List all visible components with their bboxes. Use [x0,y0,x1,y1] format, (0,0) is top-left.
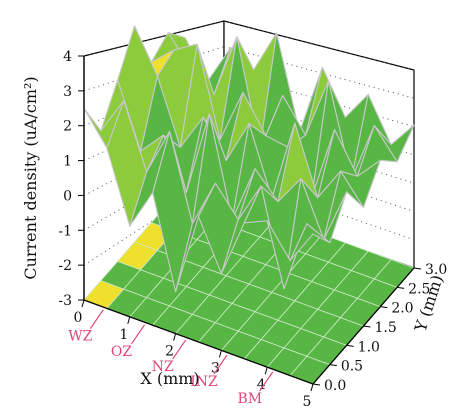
z-tick-label: -2 [58,258,72,274]
y-tick-label: 3.0 [425,262,447,278]
x-tick [264,367,268,375]
y-tick-label: 1.5 [375,320,397,336]
y-tick [346,344,354,347]
z-tick-label: -1 [58,223,72,239]
surface-patch [289,223,331,262]
zone-label: NZ [152,359,174,375]
y-tick-label: 2.0 [391,301,413,317]
y-tick-label: 0.0 [324,378,346,394]
x-tick [218,350,222,358]
zone-label: BM [237,391,262,407]
y-tick [413,267,422,270]
z-tick-label: 4 [63,49,72,65]
left-wall-gridline [83,20,225,57]
x-tick [81,299,85,308]
zone-label: OZ [111,344,132,360]
y-tick [380,306,388,309]
x-tick [173,333,177,341]
z-tick-label: 3 [63,84,72,100]
x-tick-label: 0 [74,310,83,326]
x-tick-label: 3 [211,360,220,376]
zone-leader-line [213,354,228,375]
z-tick-label: 0 [63,188,72,204]
z-tick-label: 1 [63,154,72,170]
z-axis-label: Current density (uA/cm²) [21,76,40,279]
zone-labels: WZ OZ NZ INZ BM [68,309,274,407]
y-tick [363,325,371,328]
zone-leader-line [259,371,274,392]
z-tick-label: -3 [58,293,72,309]
zone-leader-line [172,339,187,360]
x-tick-label: 1 [119,327,128,343]
y-tick-label: 0.5 [341,359,363,375]
y-tick [397,286,405,289]
y-tick-label: 1.0 [358,339,380,355]
y-tick-label: 2.5 [408,281,430,297]
surface-mesh [83,25,415,293]
y-tick [312,383,321,386]
zone-leader-line [131,324,146,345]
z-tick-label: 2 [63,119,72,135]
x-tick [127,316,131,324]
x-tick [310,383,314,392]
axis-ticks [78,55,422,392]
y-tick [329,364,337,367]
contour-floor [83,183,415,385]
tick-labels: -3 -2 -1 0 1 2 3 4 0 1 2 3 4 5 0.0 0.5 1.0 1.5 2.0 2.5 3.0 [58,49,447,410]
x-tick-label: 5 [303,394,312,410]
zone-label: INZ [190,374,218,390]
zone-label: WZ [68,329,92,345]
x-axis-label: X (mm) [140,369,199,388]
x-tick-label: 2 [165,344,174,360]
x-tick-label: 4 [257,377,266,393]
x-axis-line [83,299,314,385]
zone-leader-line [89,309,104,330]
